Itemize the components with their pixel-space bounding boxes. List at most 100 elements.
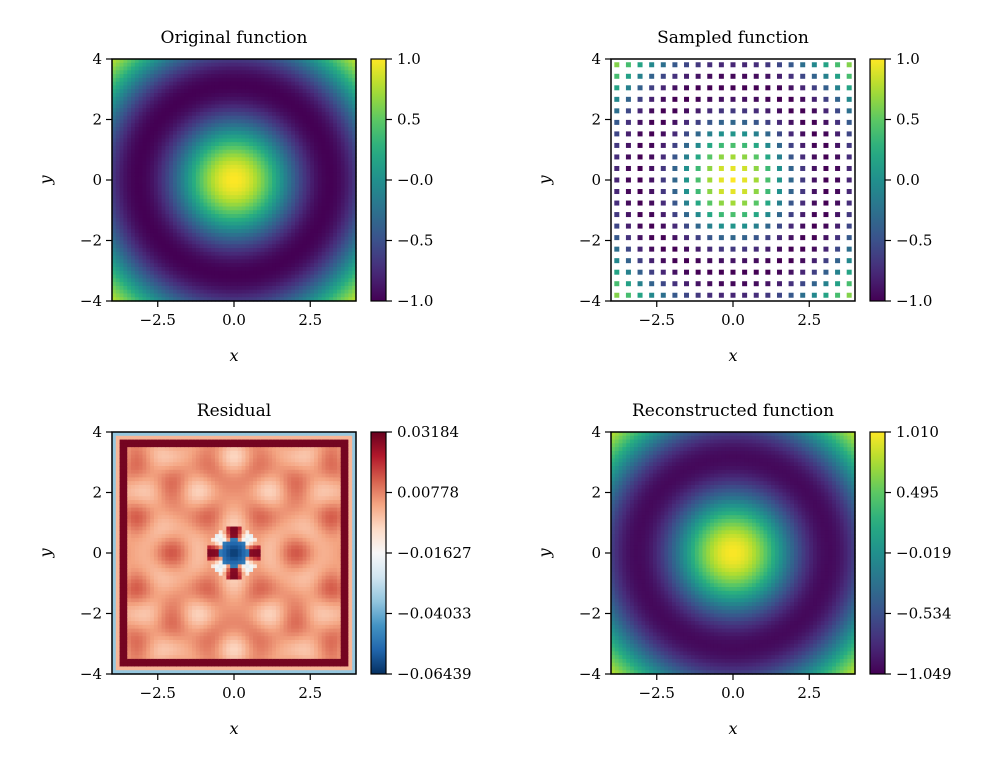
heatmap-cell	[310, 157, 315, 162]
heatmap-cell	[249, 81, 254, 87]
heatmap-cell	[184, 236, 189, 242]
heatmap-cell	[184, 210, 189, 215]
heatmap-cell	[226, 217, 231, 223]
heatmap-cell	[241, 157, 247, 162]
heatmap-cell	[340, 183, 346, 189]
heatmap-cell	[344, 153, 349, 158]
heatmap-cell	[203, 138, 208, 143]
heatmap-cell	[249, 221, 254, 226]
heatmap-cell	[306, 74, 311, 79]
heatmap-cell	[119, 450, 125, 456]
heatmap-cell	[241, 282, 247, 287]
heatmap-cell	[253, 157, 258, 162]
heatmap-cell	[176, 149, 182, 155]
heatmap-cell	[119, 115, 125, 121]
heatmap-cell	[115, 251, 121, 257]
heatmap-cell	[287, 236, 292, 242]
heatmap-cell	[249, 180, 254, 185]
heatmap-cell	[169, 168, 174, 174]
heatmap-cell	[119, 564, 125, 569]
heatmap-cell	[302, 266, 308, 272]
heatmap-cell	[249, 62, 254, 68]
heatmap-cell	[302, 285, 308, 291]
heatmap-cell	[348, 229, 353, 234]
heatmap-cell	[234, 85, 239, 90]
heatmap-cell	[333, 119, 338, 124]
heatmap-cell	[188, 259, 193, 264]
heatmap-cell	[321, 274, 327, 279]
heatmap-cell	[344, 285, 349, 291]
heatmap-cell	[298, 142, 304, 147]
heatmap-cell	[211, 266, 216, 272]
sample-point	[625, 281, 631, 287]
heatmap-cell	[115, 198, 121, 204]
sample-point	[776, 281, 782, 287]
heatmap-cell	[112, 621, 117, 626]
heatmap-cell	[230, 202, 235, 208]
heatmap-cell	[157, 153, 163, 158]
heatmap-cell	[119, 515, 125, 520]
heatmap-cell	[268, 289, 273, 295]
sample-point	[742, 223, 748, 229]
heatmap-cell	[142, 266, 147, 272]
heatmap-cell	[146, 278, 151, 283]
heatmap-cell	[336, 214, 342, 219]
heatmap-cell	[127, 549, 132, 554]
heatmap-cell	[249, 176, 254, 181]
heatmap-cell	[325, 149, 330, 155]
heatmap-cell	[283, 115, 288, 121]
heatmap-cell	[260, 168, 266, 174]
heatmap-cell	[291, 270, 296, 276]
heatmap-cell	[211, 70, 216, 75]
heatmap-cell	[218, 206, 224, 211]
heatmap-cell	[264, 59, 269, 64]
heatmap-cell	[253, 297, 258, 302]
heatmap-cell	[134, 142, 140, 147]
heatmap-cell	[279, 93, 285, 98]
heatmap-cell	[306, 240, 311, 245]
heatmap-cell	[348, 127, 353, 132]
heatmap-cell	[333, 93, 338, 98]
heatmap-cell	[325, 96, 330, 102]
heatmap-cell	[279, 183, 285, 189]
heatmap-cell	[188, 191, 193, 196]
heatmap-cell	[119, 236, 125, 242]
heatmap-cell	[195, 297, 201, 302]
heatmap-cell	[169, 115, 174, 121]
heatmap-cell	[329, 108, 334, 113]
heatmap-cell	[127, 568, 132, 573]
heatmap-cell	[340, 293, 346, 298]
heatmap-cell	[211, 161, 216, 166]
heatmap-cell	[123, 484, 128, 490]
heatmap-cell	[211, 198, 216, 204]
heatmap-cell	[310, 289, 315, 295]
heatmap-cell	[161, 161, 166, 166]
heatmap-cell	[348, 119, 353, 124]
sample-point	[753, 189, 759, 195]
heatmap-cell	[207, 130, 212, 136]
heatmap-cell	[127, 545, 132, 550]
heatmap-cell	[173, 266, 178, 272]
heatmap-cell	[222, 70, 227, 75]
heatmap-cell	[142, 236, 147, 242]
heatmap-cell	[298, 59, 304, 64]
heatmap-cell	[211, 236, 216, 242]
heatmap-cell	[241, 104, 247, 109]
heatmap-cell	[157, 214, 163, 219]
sample-point	[776, 246, 782, 252]
heatmap-cell	[123, 240, 128, 245]
heatmap-cell	[272, 236, 277, 242]
heatmap-cell	[237, 115, 243, 121]
heatmap-cell	[157, 168, 163, 174]
heatmap-cell	[344, 210, 349, 215]
sample-point	[718, 212, 724, 218]
heatmap-cell	[180, 142, 186, 147]
heatmap-cell	[317, 96, 323, 102]
heatmap-cell	[153, 172, 159, 177]
heatmap-cell	[153, 70, 159, 75]
sample-point	[614, 165, 620, 171]
heatmap-cell	[222, 161, 227, 166]
heatmap-cell	[123, 575, 128, 581]
sample-point	[730, 62, 736, 68]
heatmap-cell	[184, 187, 189, 192]
